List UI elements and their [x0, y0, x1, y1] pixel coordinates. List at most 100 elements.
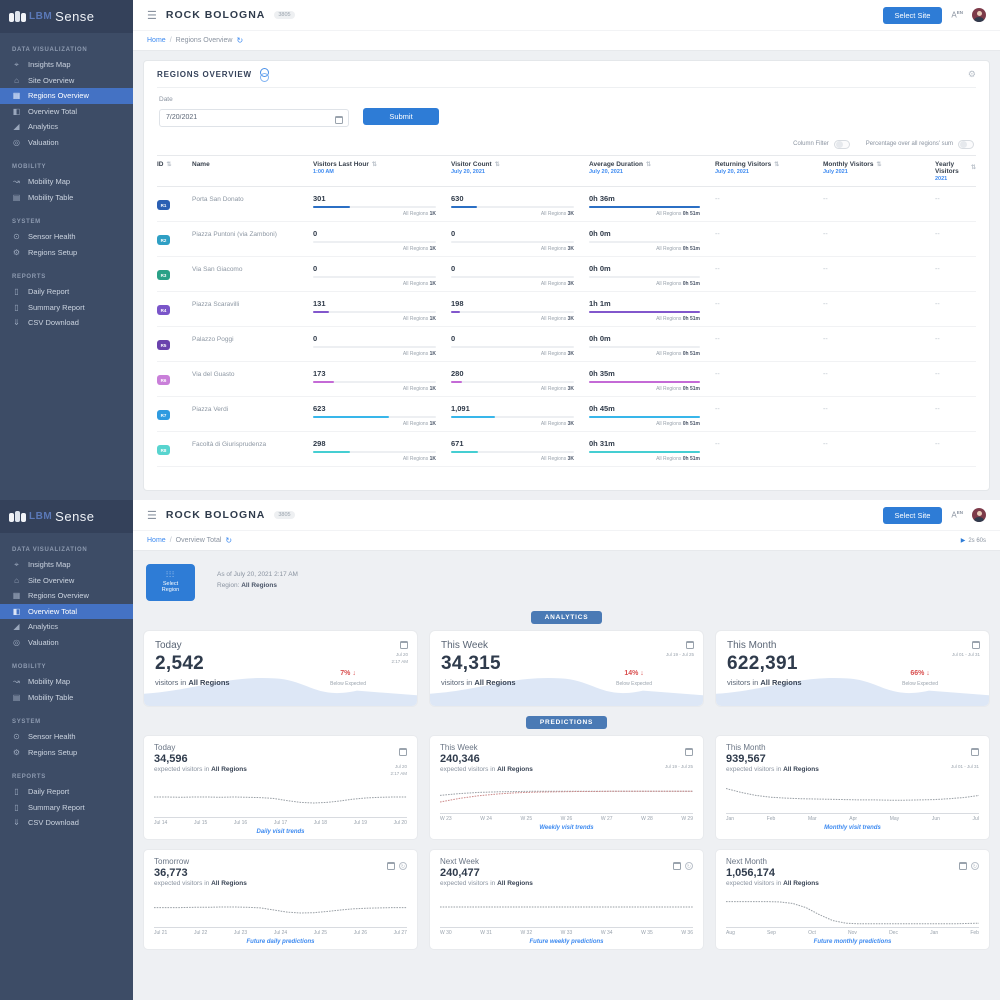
- column-header-visitors-last-hour[interactable]: Visitors Last Hour ⇅ 1:00 AM: [313, 161, 446, 175]
- table-row[interactable]: R4 Piazza Scaravilli 131 All Regions 1K 198 A…: [157, 292, 976, 327]
- sidebar-item-summary-report[interactable]: ▯ Summary Report: [0, 300, 133, 316]
- sort-icon[interactable]: ⇅: [371, 161, 377, 168]
- menu-icon[interactable]: ☰: [147, 9, 157, 22]
- sidebar-item-site-overview[interactable]: ⌂ Site Overview: [0, 73, 133, 89]
- sort-icon[interactable]: ⇅: [494, 161, 500, 168]
- table-row[interactable]: R5 Palazzo Poggi 0 All Regions 1K 0 All Regio…: [157, 327, 976, 362]
- metric-value: 0h 0m: [589, 333, 611, 343]
- metric-bar-track: [589, 205, 700, 208]
- panel-link-icon[interactable]: [259, 68, 269, 82]
- tick-label: Jul 18: [313, 820, 328, 827]
- table-row[interactable]: R6 Via del Guasto 173 All Regions 1K 280 All …: [157, 362, 976, 397]
- sidebar-item-regions-setup[interactable]: ⚙ Regions Setup: [0, 245, 133, 261]
- refresh-icon[interactable]: ↻: [236, 36, 244, 45]
- select-region-button[interactable]: ⫶⫶⫶ Select Region: [146, 564, 195, 601]
- trend-link[interactable]: Weekly visit trends: [539, 825, 594, 831]
- sidebar-item-sensor-health[interactable]: ⊙ Sensor Health: [0, 729, 133, 745]
- date-input[interactable]: [159, 108, 349, 127]
- trend-link[interactable]: Monthly visit trends: [824, 825, 881, 831]
- column-header-yearly-visitors[interactable]: Yearly Visitors ⇅ 2021: [935, 161, 976, 182]
- tick-label: Oct: [808, 930, 816, 937]
- sidebar-item-mobility-map[interactable]: ↝ Mobility Map: [0, 174, 133, 190]
- sidebar-item-valuation[interactable]: ◎ Valuation: [0, 635, 133, 651]
- card-caption: expected visitors in All Regions: [726, 880, 819, 887]
- refresh-circle-icon[interactable]: ↻: [399, 862, 407, 871]
- breadcrumb-home[interactable]: Home: [147, 37, 166, 44]
- menu-icon[interactable]: ☰: [147, 509, 157, 522]
- percentage-toggle[interactable]: Percentage over all regions' sum: [866, 139, 974, 149]
- refresh-circle-icon[interactable]: ↻: [685, 862, 693, 871]
- sidebar-item-csv-download[interactable]: ⇓ CSV Download: [0, 815, 133, 831]
- sidebar-item-daily-report[interactable]: ▯ Daily Report: [0, 784, 133, 800]
- avatar[interactable]: [972, 8, 986, 22]
- table-row[interactable]: R7 Piazza Verdi 623 All Regions 1K 1,091 All …: [157, 397, 976, 432]
- table-row[interactable]: R8 Facoltà di Giurisprudenza 298 All Region…: [157, 432, 976, 467]
- table-row[interactable]: R3 Via San Giacomo 0 All Regions 1K 0 All Reg…: [157, 257, 976, 292]
- sidebar-item-insights-map[interactable]: ⌖ Insights Map: [0, 57, 133, 73]
- breadcrumb-home[interactable]: Home: [147, 537, 166, 544]
- sidebar-item-regions-setup[interactable]: ⚙ Regions Setup: [0, 745, 133, 761]
- sidebar-item-site-overview[interactable]: ⌂ Site Overview: [0, 573, 133, 589]
- auto-refresh-timer[interactable]: ▶ 2s 60s: [960, 537, 986, 545]
- select-site-button[interactable]: Select Site: [882, 506, 943, 524]
- sort-icon[interactable]: ⇅: [645, 161, 651, 168]
- overview-total-icon: ◧: [12, 106, 21, 116]
- sort-icon[interactable]: ⇅: [166, 161, 172, 168]
- sort-icon[interactable]: ⇅: [774, 161, 780, 168]
- column-filter-toggle[interactable]: Column Filter: [793, 139, 850, 149]
- sidebar-item-csv-download[interactable]: ⇓ CSV Download: [0, 315, 133, 331]
- avatar[interactable]: [972, 508, 986, 522]
- sidebar-item-sensor-health[interactable]: ⊙ Sensor Health: [0, 229, 133, 245]
- column-header-visitor-count[interactable]: Visitor Count ⇅ July 20, 2021: [451, 161, 584, 175]
- column-header-monthly-visitors[interactable]: Monthly Visitors ⇅ July 2021: [823, 161, 930, 175]
- sidebar-section-label: MOBILITY: [12, 664, 47, 670]
- toggle-switch-icon[interactable]: [833, 139, 850, 149]
- table-row[interactable]: R1 Porta San Donato 301 All Regions 1K 630 Al…: [157, 187, 976, 222]
- play-icon[interactable]: ▶: [960, 538, 966, 544]
- calendar-icon[interactable]: [335, 111, 343, 129]
- sidebar-item-regions-overview[interactable]: ▦ Regions Overview: [0, 88, 133, 104]
- gear-icon[interactable]: ⚙: [967, 68, 976, 79]
- sidebar-item-valuation[interactable]: ◎ Valuation: [0, 135, 133, 151]
- all-regions-label: All Regions: [402, 245, 430, 252]
- table-row[interactable]: R2 Piazza Puntoni (via Zamboni) 0 All Regio…: [157, 222, 976, 257]
- toggle-switch-icon[interactable]: [958, 139, 974, 149]
- app-logo[interactable]: LBM Sense: [0, 0, 133, 33]
- select-site-button[interactable]: Select Site: [882, 6, 943, 24]
- trend-link[interactable]: Future daily predictions: [246, 939, 315, 946]
- metric-bar-fill: [313, 450, 350, 453]
- sidebar-item-regions-overview[interactable]: ▦ Regions Overview: [0, 588, 133, 604]
- sidebar-item-overview-total[interactable]: ◧ Overview Total: [0, 603, 133, 619]
- sidebar-item-daily-report[interactable]: ▯ Daily Report: [0, 284, 133, 300]
- tick-label: Mar: [808, 816, 817, 822]
- sidebar-item-mobility-table[interactable]: ▤ Mobility Table: [0, 690, 133, 706]
- sidebar-item-overview-total[interactable]: ◧ Overview Total: [0, 104, 133, 120]
- column-header-returning-visitors[interactable]: Returning Visitors ⇅ July 20, 2021: [715, 161, 818, 175]
- sort-icon[interactable]: ⇅: [970, 165, 976, 171]
- x-axis-ticks: Jul 21 Jul 22 Jul 23 Jul 24 Jul 25 Jul 26 Jul …: [154, 927, 407, 936]
- refresh-icon[interactable]: ↻: [225, 536, 233, 545]
- app-logo[interactable]: LBM Sense: [0, 500, 133, 533]
- returning-visitors-cell: --: [715, 370, 720, 378]
- returning-visitors-cell: --: [715, 300, 720, 308]
- column-header-id[interactable]: ID ⇅: [157, 161, 187, 175]
- refresh-circle-icon[interactable]: ↻: [971, 862, 979, 871]
- sidebar-item-summary-report[interactable]: ▯ Summary Report: [0, 800, 133, 816]
- sidebar-item-mobility-table[interactable]: ▤ Mobility Table: [0, 190, 133, 206]
- caption-region: All Regions: [211, 766, 247, 773]
- language-icon[interactable]: AEN: [951, 10, 963, 20]
- sidebar-item-analytics[interactable]: ◢ Analytics: [0, 119, 133, 135]
- trend-link[interactable]: Future weekly predictions: [529, 939, 604, 946]
- site-badge: 3805: [274, 11, 295, 19]
- sidebar-item-analytics[interactable]: ◢ Analytics: [0, 619, 133, 635]
- column-header-average-duration[interactable]: Average Duration ⇅ July 20, 2021: [589, 161, 710, 175]
- language-icon[interactable]: AEN: [951, 510, 963, 520]
- submit-button[interactable]: Submit: [363, 107, 439, 125]
- trend-link[interactable]: Future monthly predictions: [813, 939, 892, 946]
- logo-text: Sense: [55, 509, 95, 524]
- sidebar-item-insights-map[interactable]: ⌖ Insights Map: [0, 557, 133, 573]
- sidebar-item-mobility-map[interactable]: ↝ Mobility Map: [0, 674, 133, 690]
- trend-link[interactable]: Daily visit trends: [256, 829, 305, 836]
- sort-icon[interactable]: ⇅: [876, 161, 882, 168]
- region-id-badge: R4: [157, 305, 170, 315]
